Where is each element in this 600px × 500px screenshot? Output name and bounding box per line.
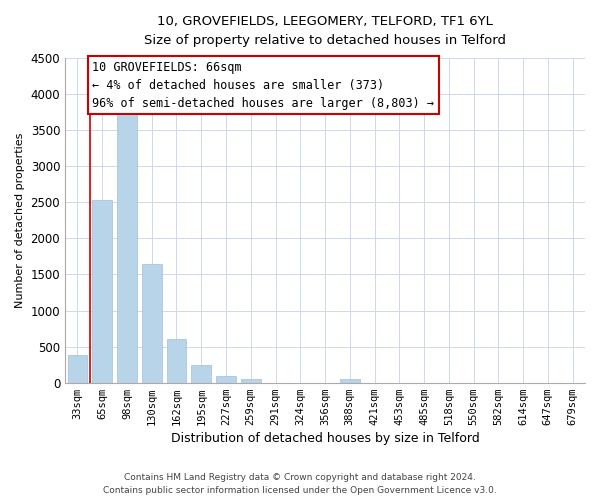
Text: Contains HM Land Registry data © Crown copyright and database right 2024.
Contai: Contains HM Land Registry data © Crown c… <box>103 474 497 495</box>
Title: 10, GROVEFIELDS, LEEGOMERY, TELFORD, TF1 6YL
Size of property relative to detach: 10, GROVEFIELDS, LEEGOMERY, TELFORD, TF1… <box>144 15 506 47</box>
Bar <box>241 378 260 382</box>
Y-axis label: Number of detached properties: Number of detached properties <box>15 132 25 308</box>
Bar <box>191 365 211 382</box>
Text: 10 GROVEFIELDS: 66sqm
← 4% of detached houses are smaller (373)
96% of semi-deta: 10 GROVEFIELDS: 66sqm ← 4% of detached h… <box>92 61 434 110</box>
Bar <box>117 114 137 382</box>
Bar <box>167 340 187 382</box>
Bar <box>68 356 88 382</box>
Bar <box>92 200 112 382</box>
Bar <box>142 264 161 382</box>
Bar <box>216 376 236 382</box>
X-axis label: Distribution of detached houses by size in Telford: Distribution of detached houses by size … <box>170 432 479 445</box>
Bar <box>340 378 359 382</box>
